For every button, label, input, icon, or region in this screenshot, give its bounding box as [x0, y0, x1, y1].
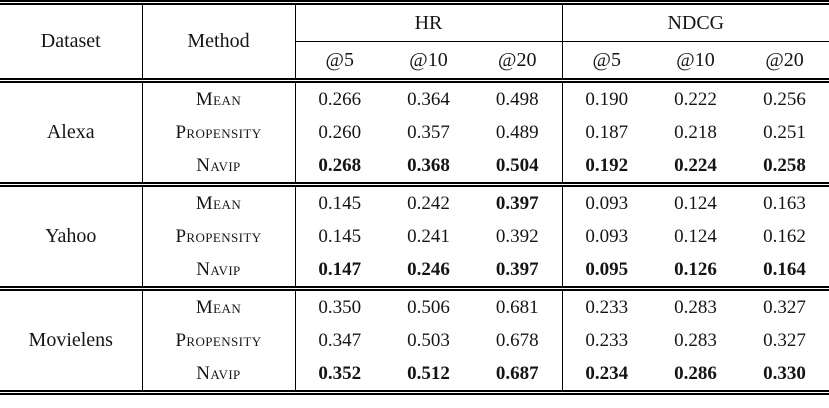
metric-cell: 0.347: [294, 324, 384, 357]
metric-cell: 0.268: [294, 149, 384, 185]
metric-cell: 0.504: [495, 154, 539, 176]
metric-cell: 0.687: [495, 362, 539, 384]
metric-cell: 0.327: [763, 329, 806, 351]
header-dataset: Dataset: [40, 30, 101, 52]
header-row-groups: Dataset Method HR NDCG: [0, 2, 829, 81]
table-row: Propensity 0.145 0.241 0.392 0.093 0.124 0.162: [0, 220, 829, 253]
metric-cell: 0.368: [407, 154, 450, 176]
header-method: Method: [141, 2, 295, 81]
metric-cell: 0.258: [763, 154, 806, 176]
results-table: Dataset Method HR NDCG @5 @10 @20 @5 @10…: [0, 0, 829, 395]
metric-cell: 0.330: [763, 362, 806, 384]
metric-cell: 0.260: [294, 116, 384, 149]
metric-cell: 0.222: [674, 88, 717, 110]
metric-cell: 0.162: [763, 225, 806, 247]
metric-cell: 0.164: [763, 258, 806, 280]
metric-cell: 0.489: [495, 121, 539, 143]
metric-cell: 0.286: [674, 362, 717, 384]
metric-cell: 0.242: [407, 192, 450, 214]
header-ndcg-at5: @5: [561, 41, 652, 81]
header-hr-at5: @5: [294, 41, 384, 81]
dataset-group: Movielens Mean 0.350 0.506 0.681 0.233 0.283 0.…: [0, 288, 829, 393]
method-cell: Mean: [141, 80, 295, 116]
method-cell: Mean: [141, 288, 295, 324]
metric-cell: 0.233: [561, 288, 652, 324]
metric-cell: 0.145: [294, 220, 384, 253]
table-row: Navip 0.147 0.246 0.397 0.095 0.126 0.164: [0, 253, 829, 289]
metric-cell: 0.283: [674, 296, 717, 318]
header-ndcg-at10: @10: [676, 48, 715, 71]
metric-cell: 0.234: [561, 357, 652, 393]
table-row: Propensity 0.260 0.357 0.489 0.187 0.218 0.251: [0, 116, 829, 149]
metric-cell: 0.246: [407, 258, 450, 280]
dataset-group: Yahoo Mean 0.145 0.242 0.397 0.093 0.124 0.163 P…: [0, 184, 829, 289]
table-row: Movielens Mean 0.350 0.506 0.681 0.233 0.283 0.…: [0, 288, 829, 351]
metric-cell: 0.187: [561, 116, 652, 149]
metric-cell: 0.506: [407, 296, 450, 318]
method-cell: Navip: [141, 357, 295, 393]
dataset-cell: Movielens: [28, 329, 113, 351]
header-hr: HR: [294, 2, 563, 42]
metric-cell: 0.678: [495, 329, 539, 351]
method-cell: Navip: [141, 253, 295, 289]
table-row: Propensity 0.347 0.503 0.678 0.233 0.283 0.327: [0, 324, 829, 357]
metric-cell: 0.224: [674, 154, 717, 176]
metric-cell: 0.266: [294, 80, 384, 116]
table-header: Dataset Method HR NDCG @5 @10 @20 @5 @10…: [0, 2, 829, 81]
metric-cell: 0.093: [561, 220, 652, 253]
metric-cell: 0.095: [561, 253, 652, 289]
metric-cell: 0.190: [561, 80, 652, 116]
metric-cell: 0.352: [294, 357, 384, 393]
method-cell: Mean: [141, 184, 295, 220]
metric-cell: 0.681: [495, 296, 539, 318]
dataset-group: Alexa Mean 0.266 0.364 0.498 0.190 0.222 0.256 P…: [0, 80, 829, 185]
metric-cell: 0.192: [561, 149, 652, 185]
method-cell: Propensity: [141, 324, 295, 357]
metric-cell: 0.241: [407, 225, 450, 247]
header-ndcg-at20: @20: [765, 48, 804, 71]
metric-cell: 0.397: [495, 258, 539, 280]
metric-cell: 0.350: [294, 288, 384, 324]
metric-cell: 0.392: [495, 225, 539, 247]
metric-cell: 0.283: [674, 329, 717, 351]
table-row: Navip 0.352 0.512 0.687 0.234 0.286 0.330: [0, 357, 829, 393]
metric-cell: 0.512: [407, 362, 450, 384]
dataset-cell: Yahoo: [45, 225, 97, 247]
metric-cell: 0.364: [407, 88, 450, 110]
metric-cell: 0.498: [495, 88, 539, 110]
metric-cell: 0.145: [294, 184, 384, 220]
method-cell: Navip: [141, 149, 295, 185]
metric-cell: 0.218: [674, 121, 717, 143]
metric-cell: 0.397: [495, 192, 539, 214]
method-cell: Propensity: [141, 116, 295, 149]
metric-cell: 0.251: [763, 121, 806, 143]
metric-cell: 0.503: [407, 329, 450, 351]
metric-cell: 0.126: [674, 258, 717, 280]
metric-cell: 0.163: [763, 192, 806, 214]
header-ndcg: NDCG: [561, 2, 829, 42]
header-hr-at20: @20: [498, 48, 537, 71]
table-row: Navip 0.268 0.368 0.504 0.192 0.224 0.258: [0, 149, 829, 185]
method-cell: Propensity: [141, 220, 295, 253]
metric-cell: 0.327: [763, 296, 806, 318]
header-row-cutoffs: @5 @10 @20 @5 @10 @20: [0, 41, 829, 81]
header-hr-at10: @10: [409, 48, 448, 71]
table-row: Alexa Mean 0.266 0.364 0.498 0.190 0.222 0.256: [0, 80, 829, 143]
metric-cell: 0.233: [561, 324, 652, 357]
metric-cell: 0.147: [294, 253, 384, 289]
metric-cell: 0.256: [763, 88, 806, 110]
metric-cell: 0.124: [674, 225, 717, 247]
metric-cell: 0.357: [407, 121, 450, 143]
table-row: Yahoo Mean 0.145 0.242 0.397 0.093 0.124 0.163: [0, 184, 829, 247]
dataset-cell: Alexa: [46, 121, 95, 143]
metric-cell: 0.124: [674, 192, 717, 214]
metric-cell: 0.093: [561, 184, 652, 220]
